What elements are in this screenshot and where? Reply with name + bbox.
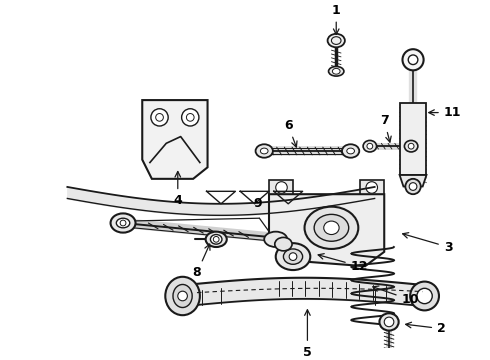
Text: 6: 6 (284, 119, 297, 147)
Ellipse shape (276, 182, 287, 193)
Text: 2: 2 (406, 322, 446, 335)
Ellipse shape (151, 109, 168, 126)
Ellipse shape (210, 234, 222, 244)
Ellipse shape (410, 282, 439, 310)
Ellipse shape (111, 213, 136, 233)
Ellipse shape (206, 231, 227, 247)
Text: 4: 4 (173, 171, 182, 207)
Polygon shape (360, 180, 384, 194)
Ellipse shape (379, 313, 399, 330)
Ellipse shape (156, 113, 163, 121)
Ellipse shape (173, 284, 192, 307)
Ellipse shape (256, 144, 273, 158)
Ellipse shape (363, 140, 376, 152)
Polygon shape (400, 175, 426, 186)
Ellipse shape (386, 359, 392, 360)
Ellipse shape (324, 221, 339, 234)
Polygon shape (400, 103, 426, 175)
Text: 9: 9 (253, 197, 262, 210)
Text: 1: 1 (332, 4, 341, 35)
Ellipse shape (384, 317, 394, 327)
Ellipse shape (409, 183, 417, 190)
Ellipse shape (366, 182, 377, 193)
Polygon shape (269, 180, 293, 194)
Text: 11: 11 (429, 106, 461, 119)
Ellipse shape (347, 148, 354, 154)
Ellipse shape (120, 220, 126, 226)
Ellipse shape (331, 37, 341, 44)
Text: 5: 5 (303, 310, 312, 359)
Ellipse shape (328, 67, 344, 76)
Text: 12: 12 (318, 254, 368, 273)
Polygon shape (269, 194, 384, 266)
Polygon shape (142, 100, 208, 179)
Ellipse shape (283, 249, 303, 264)
Ellipse shape (342, 144, 359, 158)
Ellipse shape (328, 34, 345, 47)
Ellipse shape (404, 140, 418, 152)
Ellipse shape (260, 148, 268, 154)
Ellipse shape (408, 143, 414, 149)
Ellipse shape (165, 277, 200, 315)
Ellipse shape (182, 109, 199, 126)
Ellipse shape (405, 179, 421, 194)
Ellipse shape (314, 214, 349, 241)
Ellipse shape (178, 291, 187, 301)
Ellipse shape (186, 113, 194, 121)
Ellipse shape (305, 207, 358, 249)
Ellipse shape (276, 243, 310, 270)
Ellipse shape (417, 288, 432, 304)
Ellipse shape (367, 143, 373, 149)
Ellipse shape (213, 237, 219, 242)
Ellipse shape (289, 253, 297, 260)
Ellipse shape (408, 55, 418, 64)
Ellipse shape (275, 237, 292, 251)
Ellipse shape (332, 68, 340, 74)
Ellipse shape (402, 49, 424, 70)
Text: 8: 8 (193, 244, 210, 279)
Text: 3: 3 (403, 233, 452, 253)
Ellipse shape (264, 231, 287, 247)
Polygon shape (384, 351, 394, 360)
Text: 7: 7 (380, 114, 391, 142)
Ellipse shape (116, 218, 130, 228)
Text: 10: 10 (373, 286, 419, 306)
